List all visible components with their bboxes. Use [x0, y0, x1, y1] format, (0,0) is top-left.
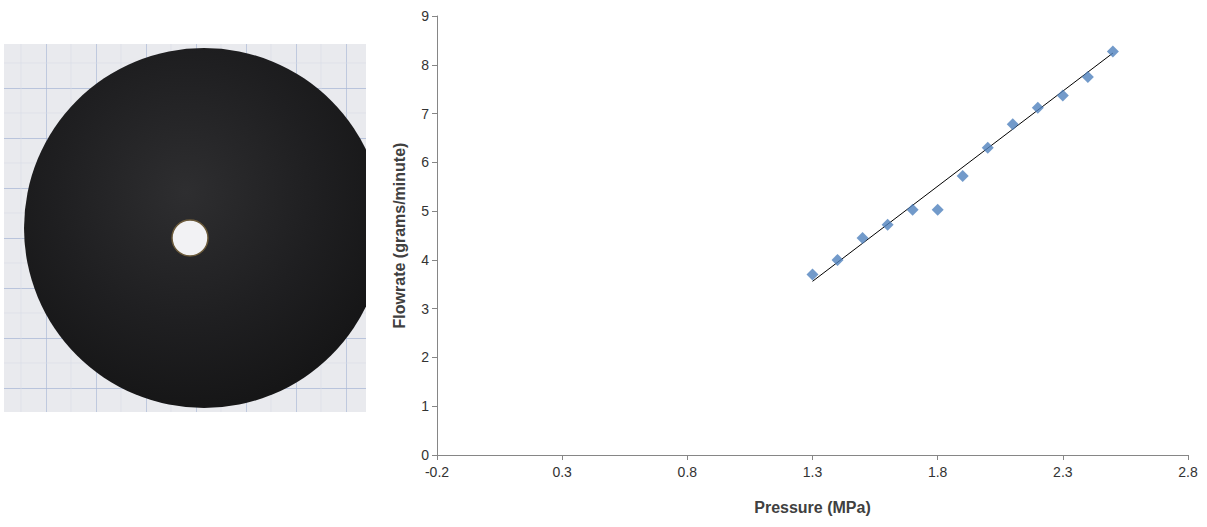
svg-text:1: 1: [421, 398, 429, 414]
svg-text:1.8: 1.8: [928, 464, 948, 480]
svg-text:2: 2: [421, 349, 429, 365]
svg-text:Flowrate (grams/minute): Flowrate (grams/minute): [391, 143, 408, 329]
svg-text:4: 4: [421, 252, 429, 268]
svg-text:8: 8: [421, 57, 429, 73]
svg-text:0.8: 0.8: [678, 464, 698, 480]
svg-text:3: 3: [421, 301, 429, 317]
svg-text:7: 7: [421, 106, 429, 122]
svg-text:Pressure (MPa): Pressure (MPa): [754, 499, 871, 516]
svg-text:9: 9: [421, 8, 429, 24]
svg-text:0.3: 0.3: [552, 464, 572, 480]
svg-text:6: 6: [421, 154, 429, 170]
svg-text:5: 5: [421, 203, 429, 219]
svg-text:-0.2: -0.2: [425, 464, 449, 480]
svg-text:2.3: 2.3: [1053, 464, 1073, 480]
svg-text:1.3: 1.3: [803, 464, 823, 480]
svg-text:2.8: 2.8: [1178, 464, 1198, 480]
svg-text:0: 0: [421, 447, 429, 463]
